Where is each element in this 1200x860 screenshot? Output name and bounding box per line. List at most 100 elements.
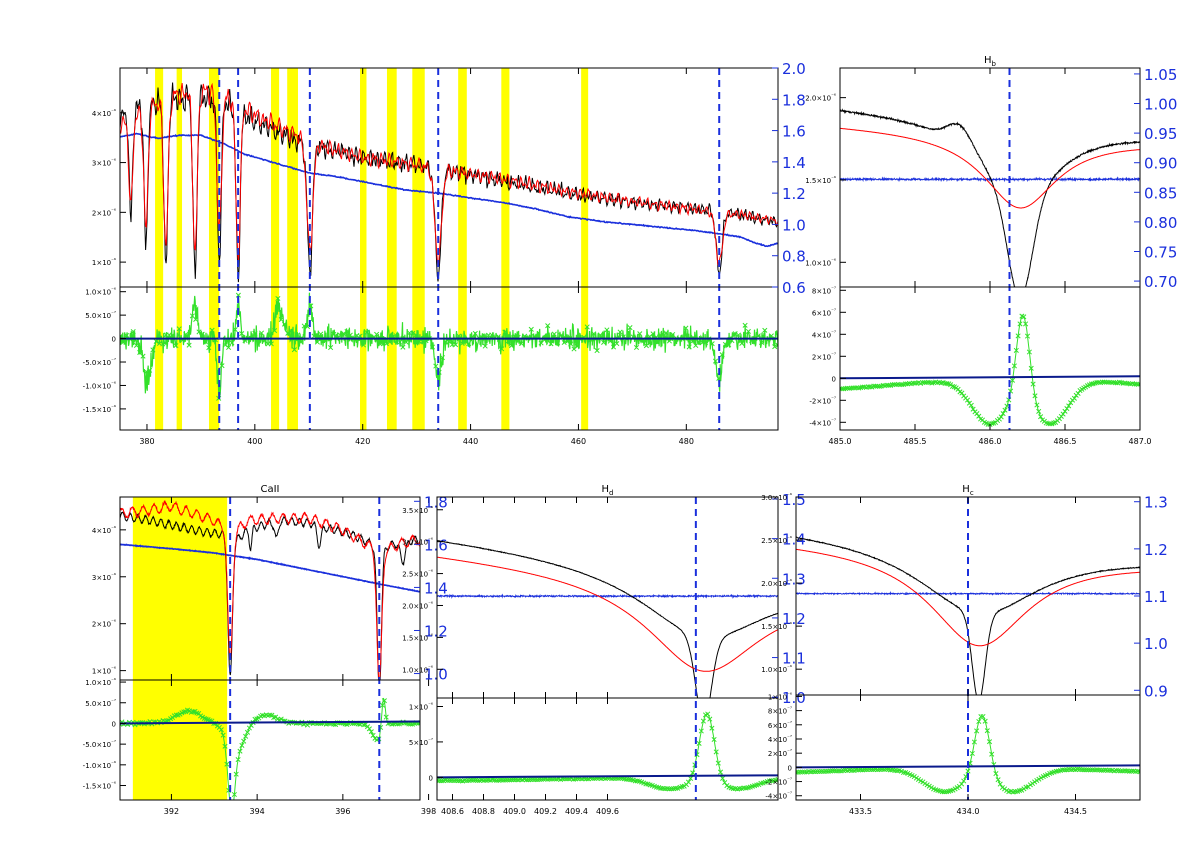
y2-tick-label: 2.0 xyxy=(782,60,806,78)
y-tick-label: 2×10⁻⁶ xyxy=(92,208,116,217)
panel-title: CaII xyxy=(260,484,279,495)
x-tick-label: 485.5 xyxy=(904,437,927,446)
y2-tick-label: 0.8 xyxy=(782,248,806,266)
x-tick-label: 460 xyxy=(571,437,586,446)
ratio-line xyxy=(120,132,778,248)
y2-tick-label: 0.70 xyxy=(1144,273,1177,291)
y2-tick-label: 1.1 xyxy=(1144,588,1168,606)
ratio-line xyxy=(437,593,778,599)
y2-tick-label: 1.05 xyxy=(1144,66,1177,84)
bottom-frame xyxy=(795,694,1141,801)
residual-markers xyxy=(840,313,1140,428)
y-tick-label: 8×10⁻⁷ xyxy=(768,707,792,716)
y-tick-label: 1.5×10⁻⁶ xyxy=(402,633,433,642)
y-tick-label: 3.0×10⁻⁶ xyxy=(402,538,433,547)
y-tick-label: 3.0×10⁻⁶ xyxy=(761,493,792,502)
mask-band xyxy=(132,497,228,800)
x-tick-label: 409.0 xyxy=(503,807,526,816)
y2-tick-label: 1.2 xyxy=(424,622,448,640)
y2-tick-label: 1.8 xyxy=(782,91,806,109)
observed-spectrum xyxy=(120,82,778,283)
mask-band xyxy=(458,68,467,430)
y-tick-label: 4×10⁻⁶ xyxy=(92,109,116,118)
y-tick-label: 1.0×10⁻⁶ xyxy=(761,665,792,674)
panel-title: Hb xyxy=(984,55,997,68)
x-tick-label: 480 xyxy=(679,437,694,446)
y-tick-label: 3.5×10⁻⁶ xyxy=(402,506,433,515)
y-tick-label: 2.5×10⁻⁶ xyxy=(761,536,792,545)
y2-tick-label: 0.9 xyxy=(1144,682,1168,700)
y2-tick-label: 0.95 xyxy=(1144,125,1177,143)
x-tick-label: 409.2 xyxy=(534,807,557,816)
y2-tick-label: 1.4 xyxy=(424,579,448,597)
y2-tick-label: 1.8 xyxy=(424,493,448,511)
y-tick-label: -5.0×10⁻⁷ xyxy=(83,740,116,749)
y-tick-label: 2×10⁻⁶ xyxy=(92,620,116,629)
y2-tick-label: 0.75 xyxy=(1144,243,1177,261)
panel-title: Hc xyxy=(962,484,974,497)
y2-tick-label: 1.0 xyxy=(1144,635,1168,653)
y-tick-label: 2×10⁻⁷ xyxy=(768,749,792,758)
model-spectrum xyxy=(120,82,778,268)
y-tick-label: 0 xyxy=(112,720,116,728)
y-tick-label: 4×10⁻⁷ xyxy=(812,330,836,339)
x-tick-label: 409.4 xyxy=(565,807,588,816)
x-tick-label: 433.5 xyxy=(849,807,872,816)
x-tick-label: 434.5 xyxy=(1064,807,1087,816)
residual-markers xyxy=(120,292,778,401)
y-tick-label: -2×10⁻⁷ xyxy=(809,396,836,405)
y-tick-label: 0 xyxy=(832,375,836,383)
y2-tick-label: 1.6 xyxy=(424,536,448,554)
residual-series xyxy=(796,715,1140,793)
y-tick-label: -1.5×10⁻⁶ xyxy=(83,405,116,414)
mask-band xyxy=(208,68,220,430)
x-tick-label: 486.0 xyxy=(979,437,1002,446)
bottom-frame xyxy=(119,679,421,801)
bottom-frame xyxy=(119,286,779,431)
x-tick-label: 396 xyxy=(335,807,350,816)
model-spectrum xyxy=(120,499,420,680)
y2-tick-label: 1.00 xyxy=(1144,96,1177,114)
panel-hg: Hc 433.5 434.0 434.5 1.0×10⁻⁶ 1.5×10⁻⁶ 2.0×10⁻… xyxy=(761,484,1168,816)
panel-hd: Hd 408.6 408.8 409.0 409.2 409.4 409.6 1.0×10⁻⁶… xyxy=(402,484,806,816)
y-tick-label: 1.0×10⁻⁶ xyxy=(805,258,836,267)
y-tick-label: -1.5×10⁻⁶ xyxy=(83,782,116,791)
y-tick-label: -4×10⁻⁷ xyxy=(809,418,836,427)
y-tick-label: 2×10⁻⁷ xyxy=(812,352,836,361)
mask-band xyxy=(581,68,589,430)
model-spectrum xyxy=(840,127,1140,209)
y-tick-label: 5.0×10⁻⁷ xyxy=(85,699,116,708)
x-tick-label: 487.0 xyxy=(1129,437,1152,446)
y-tick-label: 2.0×10⁻⁶ xyxy=(761,579,792,588)
x-tick-label: 380 xyxy=(139,437,154,446)
x-tick-label: 440 xyxy=(463,437,478,446)
y-tick-label: 2.5×10⁻⁶ xyxy=(402,570,433,579)
y2-tick-label: 1.6 xyxy=(782,123,806,141)
y2-tick-label: 1.4 xyxy=(782,154,806,172)
y-tick-label: -4×10⁻⁷ xyxy=(765,792,792,801)
panel-full: 380 400 420 440 460 480 1×10⁻⁶ 2×10⁻⁶ 3×10⁻⁶ 4×10… xyxy=(83,60,806,446)
mask-band xyxy=(287,68,298,430)
y-tick-label: -1.0×10⁻⁶ xyxy=(83,381,116,390)
residual-series xyxy=(437,713,778,790)
y2-tick-label: 0.90 xyxy=(1144,155,1177,173)
mask-band xyxy=(271,68,280,430)
zero-line xyxy=(119,720,421,725)
y2-tick-label: 1.4 xyxy=(782,531,806,549)
y-tick-label: 0 xyxy=(112,336,116,344)
ratio-line xyxy=(120,543,420,593)
panel-hb: Hb 485.0 485.5 486.0 486.5 487.0 1.0×10⁻⁶ 1.5×1… xyxy=(805,55,1177,446)
y-tick-label: 0 xyxy=(429,774,433,782)
y-tick-label: 3×10⁻⁶ xyxy=(92,159,116,168)
mask-band xyxy=(501,68,510,430)
y2-tick-label: 1.2 xyxy=(782,610,806,628)
y-tick-label: 6×10⁻⁷ xyxy=(812,308,836,317)
x-tick-label: 485.0 xyxy=(829,437,852,446)
x-tick-label: 420 xyxy=(355,437,370,446)
x-tick-label: 400 xyxy=(247,437,262,446)
y2-tick-label: 1.0 xyxy=(782,689,806,707)
x-tick-label: 408.6 xyxy=(441,807,464,816)
y2-tick-label: 1.0 xyxy=(782,216,806,234)
y-tick-label: 8×10⁻⁷ xyxy=(812,286,836,295)
